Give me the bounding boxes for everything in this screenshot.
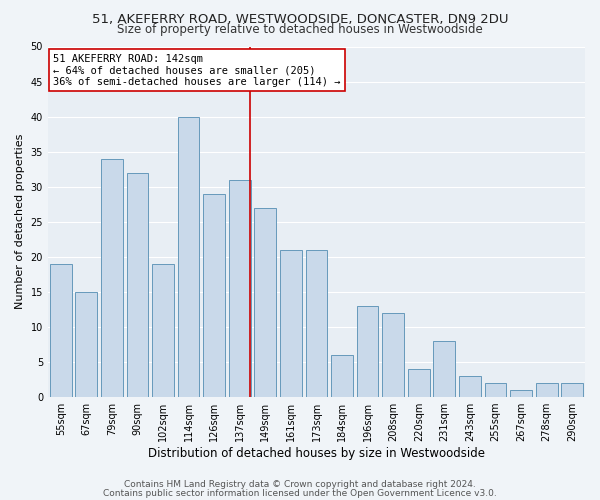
Bar: [280, 250, 302, 397]
Bar: [101, 158, 123, 397]
Bar: [485, 383, 506, 397]
Text: 51 AKEFERRY ROAD: 142sqm
← 64% of detached houses are smaller (205)
36% of semi-: 51 AKEFERRY ROAD: 142sqm ← 64% of detach…: [53, 54, 341, 86]
Bar: [178, 116, 199, 397]
Bar: [254, 208, 276, 397]
Text: Size of property relative to detached houses in Westwoodside: Size of property relative to detached ho…: [117, 22, 483, 36]
Bar: [127, 172, 148, 397]
Bar: [331, 355, 353, 397]
Bar: [305, 250, 328, 397]
Bar: [408, 369, 430, 397]
Bar: [50, 264, 71, 397]
Bar: [510, 390, 532, 397]
Bar: [357, 306, 379, 397]
X-axis label: Distribution of detached houses by size in Westwoodside: Distribution of detached houses by size …: [148, 447, 485, 460]
Bar: [562, 383, 583, 397]
Bar: [152, 264, 174, 397]
Bar: [76, 292, 97, 397]
Bar: [536, 383, 557, 397]
Y-axis label: Number of detached properties: Number of detached properties: [15, 134, 25, 310]
Text: Contains HM Land Registry data © Crown copyright and database right 2024.: Contains HM Land Registry data © Crown c…: [124, 480, 476, 489]
Bar: [229, 180, 251, 397]
Bar: [203, 194, 225, 397]
Bar: [433, 341, 455, 397]
Bar: [382, 313, 404, 397]
Bar: [459, 376, 481, 397]
Text: Contains public sector information licensed under the Open Government Licence v3: Contains public sector information licen…: [103, 488, 497, 498]
Text: 51, AKEFERRY ROAD, WESTWOODSIDE, DONCASTER, DN9 2DU: 51, AKEFERRY ROAD, WESTWOODSIDE, DONCAST…: [92, 12, 508, 26]
